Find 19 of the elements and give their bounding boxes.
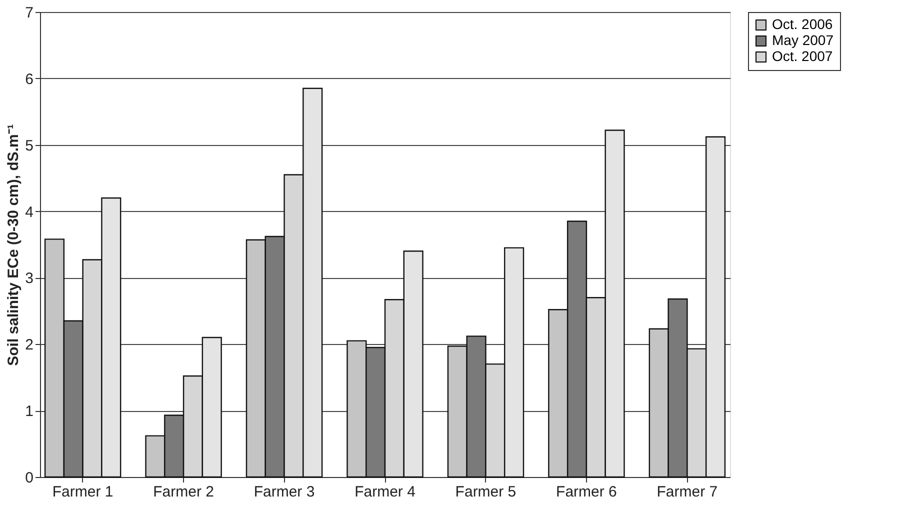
x-tick-label: Farmer 2: [153, 484, 214, 500]
y-tick-label: 7: [25, 4, 34, 22]
x-tick-label: Farmer 5: [455, 484, 516, 500]
legend-label: May 2007: [772, 32, 834, 48]
x-tick-label: Farmer 4: [354, 484, 416, 500]
legend-label: Oct. 2007: [772, 48, 833, 64]
x-tick-label: Farmer 6: [556, 484, 617, 500]
y-tick-label: 1: [25, 403, 34, 420]
y-tick-label: 6: [25, 70, 34, 88]
x-tick-label: Farmer 1: [52, 484, 114, 500]
x-tick-label: Farmer 3: [254, 484, 315, 500]
y-tick-label: 0: [25, 470, 34, 486]
legend-label: Oct. 2006: [772, 16, 833, 32]
y-tick-label: 2: [25, 336, 34, 354]
x-tick-label: Farmer 7: [656, 484, 718, 500]
y-tick-label: 5: [25, 137, 34, 154]
y-tick-label: 4: [25, 204, 34, 221]
y-axis-title: Soil salinity ECe (0-30 cm), dS.m⁻¹: [5, 124, 22, 366]
y-tick-label: 3: [25, 270, 34, 288]
